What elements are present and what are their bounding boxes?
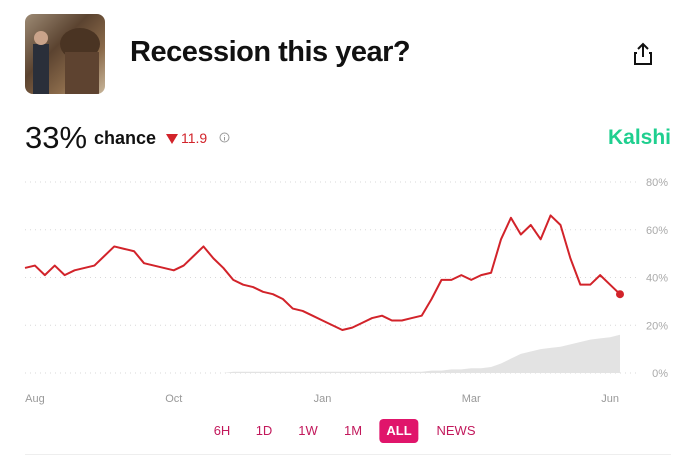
market-image [25,14,105,94]
range-button[interactable]: 1M [343,423,363,438]
x-tick-label: Jan [314,393,332,405]
market-title: Recession this year? [130,36,411,68]
y-tick-label: 40% [646,273,668,285]
y-tick-label: 20% [646,320,668,332]
x-tick-label: Jun [601,393,619,405]
area [25,334,620,373]
chart: 0% 20% 40% 60% 80% Aug Oct Jan Mar Jun [24,177,668,405]
info-icon[interactable] [219,132,230,143]
probability-caption: chance [94,128,157,148]
range-button[interactable]: 1D [255,423,273,438]
x-tick-label: Aug [25,393,45,405]
x-tick-label: Oct [165,393,182,405]
range-button[interactable]: ALL [379,419,419,443]
share-button[interactable] [633,42,653,66]
range-button[interactable]: 6H [213,423,231,438]
range-button[interactable]: 1W [298,423,318,438]
x-tick-label: Mar [462,393,481,405]
probability: 33% [25,120,88,155]
y-tick-label: 60% [646,225,668,237]
line [24,214,621,332]
range-buttons: 6H 1D 1W 1M ALL NEWS [0,419,691,443]
range-button[interactable]: NEWS [436,423,476,438]
image-art [33,28,100,94]
y-tick-label: 0% [652,368,668,380]
down-arrow [166,134,178,144]
end-point [616,290,624,299]
divider [25,454,671,455]
brand: Kalshi [608,126,672,149]
y-tick-label: 80% [646,177,668,189]
change: 11.9 [181,130,208,146]
